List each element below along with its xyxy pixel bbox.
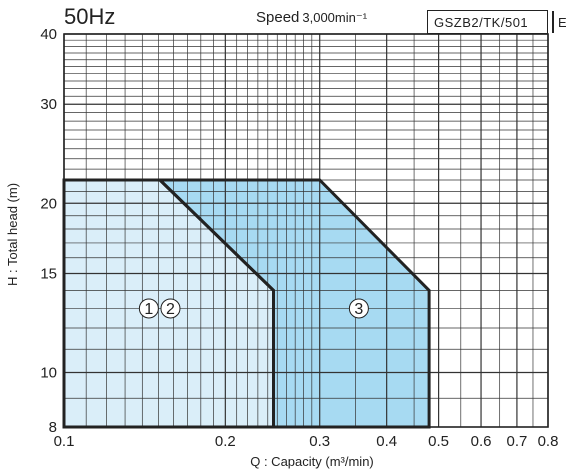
frequency-label: 50Hz xyxy=(64,4,116,29)
area-fill-3 xyxy=(159,180,430,427)
area-label-circle-2 xyxy=(160,298,181,319)
performance-areas xyxy=(64,180,430,427)
y-tick-label: 8 xyxy=(49,419,57,436)
area-outline-3 xyxy=(156,178,431,429)
model-code: GSZB2/TK/501 xyxy=(434,15,529,30)
x-tick-label: 0.4 xyxy=(376,433,397,450)
y-tick-label: 20 xyxy=(40,195,57,212)
speed-caption: Speed xyxy=(256,9,300,26)
y-tick-label: 10 xyxy=(40,365,57,382)
x-tick-label: 0.1 xyxy=(54,433,75,450)
x-tick-label: 0.3 xyxy=(309,433,330,450)
area-label-2: 2 xyxy=(166,301,175,318)
y-tick-label: 40 xyxy=(40,26,57,43)
x-tick-label: 0.2 xyxy=(215,433,236,450)
x-tick-label: 0.6 xyxy=(471,433,492,450)
area-label-1: 1 xyxy=(144,301,153,318)
y-axis-label: H : Total head (m) xyxy=(5,183,20,286)
model-code-divider xyxy=(552,11,554,33)
x-tick-label: 0.8 xyxy=(538,433,559,450)
area-label-circle-3 xyxy=(348,298,369,319)
speed-value: 3,000min⁻¹ xyxy=(302,10,368,25)
x-axis-label: Q : Capacity (m³/min) xyxy=(250,454,374,469)
speed-label: Speed 3,000min⁻¹ xyxy=(256,9,367,26)
x-tick-label: 0.7 xyxy=(506,433,527,450)
x-tick-label: 0.5 xyxy=(428,433,449,450)
y-tick-label: 15 xyxy=(40,266,57,283)
y-tick-label: 30 xyxy=(40,96,57,113)
area-label-3: 3 xyxy=(354,301,363,318)
axis-ticks: 0.1 0.2 0.3 0.4 0.5 0.6 0.7 0.8 8 10 15 20 30 40 xyxy=(40,26,558,450)
model-code-suffix: E xyxy=(558,15,566,30)
area-outlines xyxy=(62,178,431,429)
area-label-circle-1 xyxy=(138,298,159,319)
